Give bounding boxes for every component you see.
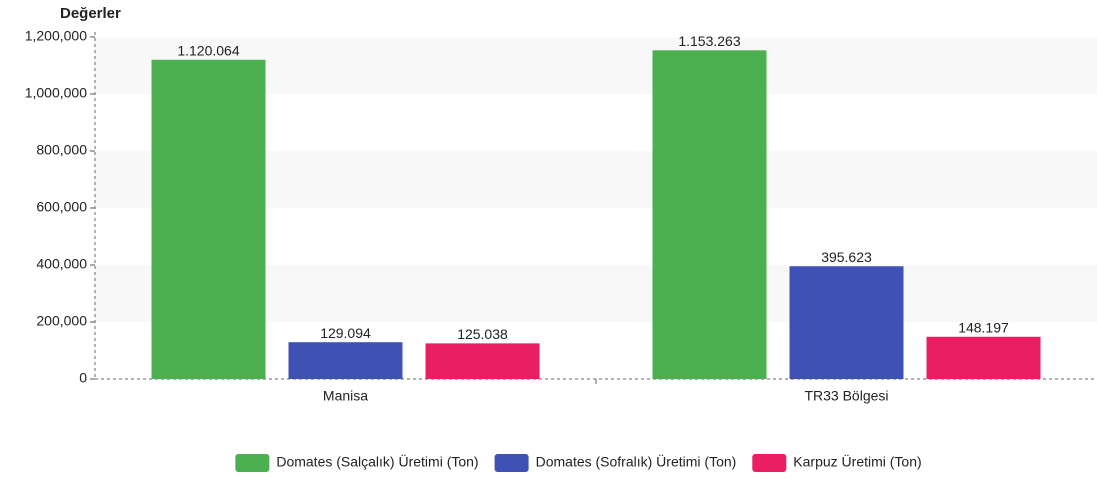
bar (425, 343, 540, 379)
x-tick-label: Manisa (323, 388, 368, 404)
value-label: 395.623 (821, 249, 872, 265)
y-tick-label: 1,200,000 (25, 28, 87, 44)
bar (151, 59, 266, 379)
bar (926, 336, 1041, 379)
y-tick-label: 200,000 (36, 313, 87, 329)
legend-swatch (494, 454, 529, 472)
legend-swatch (235, 454, 270, 472)
legend-label: Karpuz Üretimi (Ton) (793, 453, 921, 470)
legend-item: Domates (Salçalık) Üretimi (Ton) (235, 453, 479, 472)
bar (288, 342, 403, 379)
y-tick-label: 800,000 (36, 142, 87, 158)
bar (789, 266, 904, 379)
legend-swatch (752, 454, 787, 472)
value-label: 1.153.263 (678, 33, 740, 49)
legend: Domates (Salçalık) Üretimi (Ton) Domates … (235, 453, 922, 472)
y-tick-label: 0 (79, 370, 87, 386)
legend-label: Domates (Sofralık) Üretimi (Ton) (536, 453, 737, 470)
value-label: 125.038 (457, 326, 508, 342)
bar (652, 50, 767, 380)
legend-label: Domates (Salçalık) Üretimi (Ton) (276, 453, 478, 470)
value-label: 148.197 (958, 319, 1009, 335)
x-tick-label: TR33 Bölgesi (804, 388, 888, 404)
y-tick-label: 400,000 (36, 256, 87, 272)
y-tick-label: 1,000,000 (25, 85, 87, 101)
y-tick-label: 600,000 (36, 199, 87, 215)
legend-item: Domates (Sofralık) Üretimi (Ton) (494, 453, 737, 472)
legend-item: Karpuz Üretimi (Ton) (752, 453, 922, 472)
value-label: 129.094 (320, 325, 371, 341)
y-axis-title: Değerler (60, 5, 121, 22)
value-label: 1.120.064 (177, 42, 239, 58)
